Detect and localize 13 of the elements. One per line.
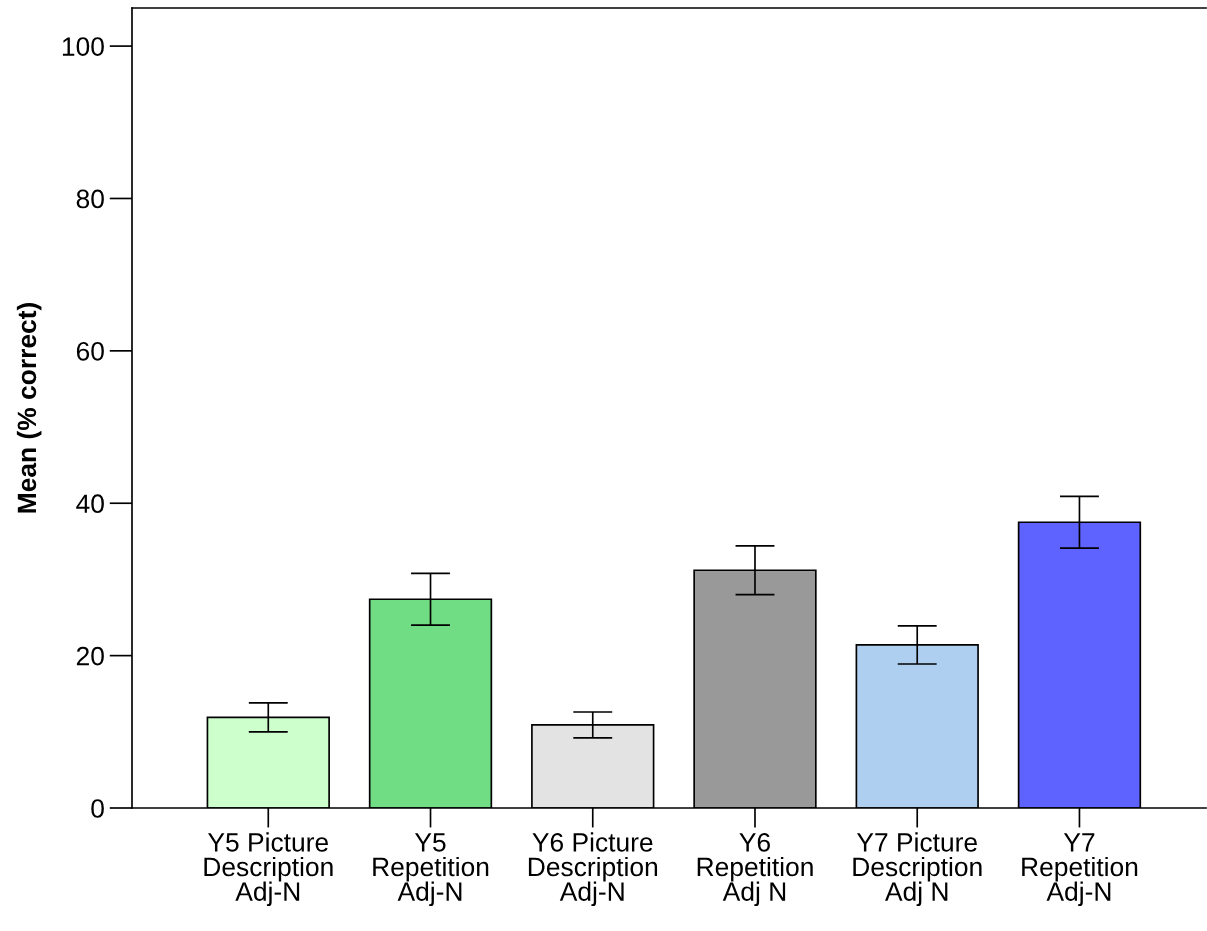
y-tick-label: 0 bbox=[91, 799, 104, 818]
x-tick-label: Y5 Picture Description Adj-N bbox=[204, 832, 333, 907]
y-tick-label: 100 bbox=[62, 37, 104, 56]
y-axis-title: Mean (% correct) bbox=[16, 302, 42, 513]
x-tick-label: Y7 Picture Description Adj N bbox=[853, 832, 982, 907]
x-tick-label: Y5 Repetition Adj-N bbox=[373, 833, 489, 907]
y-tick-label: 60 bbox=[76, 341, 104, 361]
y-tick-label: 40 bbox=[76, 494, 104, 514]
y-tick-label: 80 bbox=[76, 189, 104, 209]
y-tick-label: 20 bbox=[76, 646, 104, 666]
x-tick-label: Y6 Repetition Adj N bbox=[697, 833, 813, 907]
x-tick-label: Y6 Picture Description Adj-N bbox=[528, 832, 658, 907]
x-tick-label: Y7 Repetition Adj-N bbox=[1022, 833, 1138, 907]
